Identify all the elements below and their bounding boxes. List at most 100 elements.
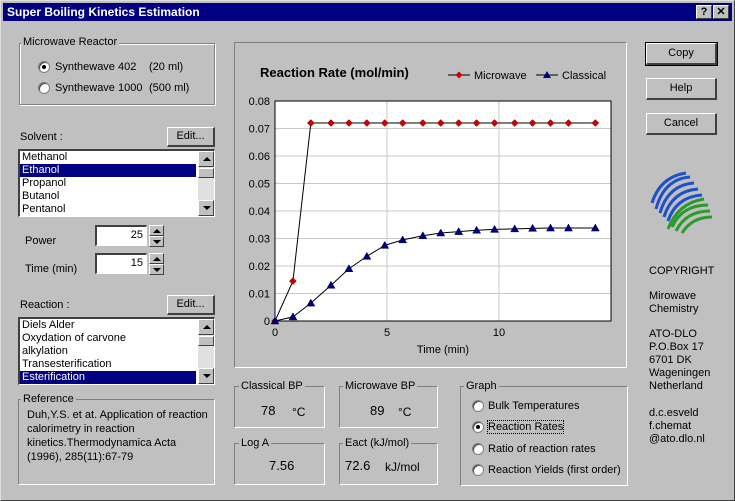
reaction-scroll-up-icon[interactable] (198, 319, 214, 335)
org1-line2: Chemistry (649, 303, 699, 315)
x-tick-label: 10 (493, 327, 505, 339)
reaction-scroll-thumb[interactable] (198, 336, 214, 346)
reference-text: Duh,Y.S. et at. Application of reaction … (27, 409, 208, 463)
classical-point (326, 280, 336, 289)
graph-option-label[interactable]: Reaction Rates (486, 420, 565, 434)
x-tick-label: 0 (272, 327, 278, 339)
help-title-button[interactable]: ? (696, 5, 712, 19)
log-a-box (234, 443, 325, 485)
y-tick-label: 0.07 (249, 124, 270, 136)
microwave-point (472, 119, 481, 127)
solvent-list-item[interactable]: Ethanol (20, 164, 196, 177)
classical-point (380, 240, 390, 249)
time-down-icon[interactable] (149, 264, 164, 275)
plot-border (274, 100, 612, 322)
microwave-bp-value: 89 (370, 403, 385, 418)
reactor-option-402-volume: (20 ml) (149, 61, 184, 73)
org2-line5: Netherland (649, 380, 703, 392)
power-down-icon[interactable] (149, 236, 164, 247)
power-up-icon[interactable] (149, 225, 164, 236)
solvent-label: Solvent : (20, 131, 63, 143)
solvent-list-item[interactable]: Pentanol (22, 203, 66, 215)
y-tick-label: 0.08 (249, 96, 270, 108)
reaction-scrollbar[interactable] (198, 319, 214, 384)
graph-option-radio[interactable] (472, 464, 484, 476)
y-tick-label: 0.04 (249, 206, 270, 218)
reaction-list[interactable]: Diels Alder Oxydation of carvone alkylatio… (18, 317, 215, 385)
copy-button[interactable]: Copy (645, 42, 718, 66)
help-button[interactable]: Help (646, 78, 717, 100)
microwave-point (398, 119, 407, 127)
graph-option-radio[interactable] (472, 421, 484, 433)
classical-point (306, 298, 316, 307)
microwave-point (345, 119, 353, 127)
chart-title: Reaction Rate (mol/min) (260, 65, 409, 80)
classical-point (344, 264, 354, 272)
time-input[interactable]: 15 (95, 253, 147, 274)
reaction-list-item[interactable]: Diels Alder (22, 319, 75, 331)
solvent-list-item[interactable]: Propanol (22, 177, 67, 189)
legend-classical-label: Classical (562, 70, 606, 82)
power-label: Power (25, 235, 57, 247)
microwave-point (564, 119, 573, 127)
microwave-bp-label: Microwave BP (343, 380, 418, 392)
graph-group-label: Graph (464, 380, 499, 392)
contact-line1: d.c.esveld (649, 407, 699, 419)
solvent-scroll-up-icon[interactable] (198, 151, 214, 167)
solvent-list[interactable]: Methanol Ethanol Propanol Butanol Pentanol (18, 149, 215, 217)
microwave-point (454, 119, 463, 127)
ato-dlo-logo-icon (650, 171, 713, 234)
power-input[interactable]: 25 (95, 225, 147, 246)
reactor-option-1000-volume: (500 ml) (149, 82, 190, 94)
reactor-option-402-name: Synthewave 402 (55, 61, 137, 73)
classical-point (454, 227, 464, 235)
contact-line2: f.chemat (649, 420, 692, 432)
reaction-edit-button[interactable]: Edit... (167, 295, 215, 315)
graph-option-label[interactable]: Reaction Yields (first order) (488, 464, 621, 476)
graph-option-radio[interactable] (472, 443, 484, 455)
time-up-icon[interactable] (149, 253, 164, 264)
eact-label: Eact (kJ/mol) (343, 437, 412, 449)
solvent-scroll-down-icon[interactable] (198, 200, 214, 216)
contact-line3: @ato.dlo.nl (649, 433, 705, 445)
classical-point (288, 312, 298, 321)
graph-option-radio[interactable] (472, 400, 484, 412)
close-button[interactable]: ✕ (713, 5, 729, 19)
solvent-list-item[interactable]: Butanol (22, 190, 60, 202)
solvent-scrollbar[interactable] (198, 151, 214, 216)
reaction-list-item[interactable]: alkylation (22, 345, 68, 357)
log-a-label: Log A (239, 437, 272, 449)
microwave-point (380, 119, 389, 127)
classical-point (528, 223, 538, 232)
graph-option-label[interactable]: Bulk Temperatures (488, 400, 580, 412)
classical-point (564, 223, 573, 232)
cancel-button[interactable]: Cancel (646, 113, 717, 135)
legend-classical-marker (543, 71, 551, 78)
graph-option-label[interactable]: Ratio of reaction rates (488, 443, 596, 455)
solvent-scroll-thumb[interactable] (198, 168, 214, 178)
microwave-point (327, 119, 335, 127)
reference-box (18, 399, 215, 485)
reactor-group-label: Microwave Reactor (21, 36, 120, 48)
y-tick-label: 0.03 (249, 234, 270, 246)
classical-point (362, 251, 372, 260)
microwave-point (528, 119, 537, 127)
microwave-point (436, 119, 445, 127)
microwave-point (306, 119, 315, 127)
reaction-list-item[interactable]: Oxydation of carvone (22, 332, 126, 344)
legend-microwave-marker (455, 71, 463, 79)
classical-point (398, 235, 408, 244)
org2-line3: 6701 DK (649, 354, 692, 366)
solvent-edit-button[interactable]: Edit... (167, 127, 215, 147)
reaction-list-item[interactable]: Esterification (20, 371, 196, 384)
reactor-radio-402[interactable] (38, 61, 50, 73)
reaction-scroll-down-icon[interactable] (198, 368, 214, 384)
solvent-list-item[interactable]: Methanol (22, 151, 68, 163)
reference-label: Reference (21, 393, 76, 405)
reactor-radio-1000[interactable] (38, 82, 50, 94)
legend-microwave-label: Microwave (474, 70, 527, 82)
reaction-list-item[interactable]: Transesterification (22, 358, 112, 370)
classical-point (436, 228, 446, 237)
microwave-point (490, 119, 499, 127)
